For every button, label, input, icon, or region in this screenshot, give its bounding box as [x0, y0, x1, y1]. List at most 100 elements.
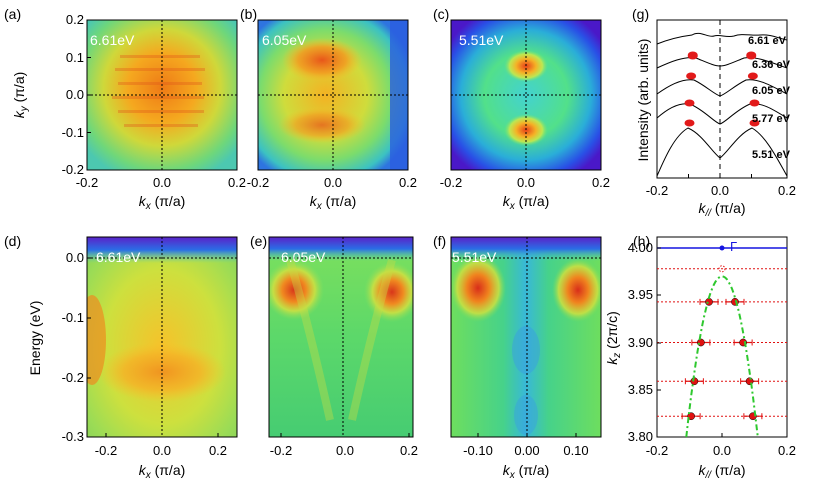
kx-c-tick-0: -0.2: [440, 175, 462, 190]
panel-a-texture: [112, 55, 205, 127]
energy-tick-3: -0.3: [62, 429, 84, 444]
edc-peak-marker: [687, 52, 698, 60]
edc-label-1: 6.36 eV: [752, 59, 791, 71]
panel-g: (g) 6.61 eV 6.36 eV 6.05 eV 5.77 eV 5.51…: [632, 6, 796, 219]
g-tick-2: 0.2: [778, 183, 796, 198]
panel-g-xticks: -0.2 0.0 0.2: [646, 174, 796, 198]
h-tick-2: 0.2: [778, 443, 796, 458]
ky-tick-2: 0.0: [66, 87, 84, 102]
panel-c-xticks: -0.2 0.0 0.2: [440, 175, 610, 190]
panel-f-energy: 5.51eV: [452, 249, 497, 265]
kx-e-tick-2: 0.2: [400, 443, 418, 458]
edc-peak-marker: [749, 119, 760, 127]
kx-e-tick-0: -0.2: [270, 443, 292, 458]
panel-g-ylabel: Intensity (arb. units): [635, 39, 651, 162]
kx-a-tick-0: -0.2: [76, 175, 98, 190]
panel-e-energy: 6.05eV: [281, 249, 326, 265]
kx-c-tick-1: 0.0: [517, 175, 535, 190]
kx-a-tick-2: 0.2: [228, 175, 246, 190]
kx-d-tick-0: -0.2: [95, 443, 117, 458]
kz-tick-1: 3.95: [628, 287, 653, 302]
panel-f: (f) 5.51eV -0.10 0.00 0.10 kx (π/a): [433, 233, 602, 481]
gamma-point: [719, 245, 725, 251]
panel-g-xlabel: k// (π/a): [698, 200, 745, 219]
kx-b-tick-2: 0.2: [399, 175, 417, 190]
edc-peak-marker: [686, 72, 697, 80]
kx-d-tick-1: 0.0: [153, 443, 171, 458]
panel-d-ylabel: Energy (eV): [27, 301, 43, 376]
edc-label-2: 6.05 eV: [752, 85, 791, 97]
panel-f-xlabel: kx (π/a): [503, 462, 550, 481]
g-tick-0: -0.2: [646, 183, 668, 198]
edc-peak-marker: [684, 99, 695, 107]
panel-c: (c) 5.51eV -0.2 0.0 0.2 kx (π/a): [433, 6, 610, 212]
energy-tick-2: -0.2: [62, 370, 84, 385]
panel-g-label: (g): [632, 6, 649, 22]
panel-b-energy: 6.05eV: [262, 32, 307, 48]
kz-tick-4: 3.80: [628, 429, 653, 444]
panel-d-energy: 6.61eV: [96, 249, 141, 265]
energy-tick-1: -0.1: [62, 310, 84, 325]
g-tick-1: 0.0: [711, 183, 729, 198]
energy-tick-0: 0.0: [66, 250, 84, 265]
edc-label-3: 5.77 eV: [752, 113, 791, 125]
edc-curve-6.61: [656, 32, 788, 45]
edc-curve-5.51: [656, 127, 788, 177]
edc-label-0: 6.61 eV: [748, 35, 787, 47]
kx-a-tick-1: 0.0: [153, 175, 171, 190]
panel-g-frame: [656, 19, 788, 179]
panel-h-xticks: -0.2 0.0 0.2: [646, 433, 796, 458]
kz-tick-2: 3.90: [628, 335, 653, 350]
panel-a: (a) 6.61eV 0.2 0.1 0.0 -0.1 -0.2 -0.2 0.…: [4, 6, 246, 212]
kx-f-tick-1: 0.00: [514, 443, 539, 458]
kx-b-tick-1: 0.0: [324, 175, 342, 190]
panel-e-xticks: -0.2 0.0 0.2: [270, 433, 418, 458]
panel-h-ylabel: kz (2π/c): [604, 311, 623, 365]
edc-peak-marker: [684, 119, 695, 127]
edc-peak-marker: [746, 52, 757, 60]
panel-f-xticks: -0.10 0.00 0.10: [463, 433, 589, 458]
panel-a-xticks: -0.2 0.0 0.2: [76, 175, 246, 190]
kx-f-tick-0: -0.10: [463, 443, 493, 458]
edc-label-4: 5.51 eV: [752, 149, 791, 161]
panel-a-xlabel: kx (π/a): [139, 193, 186, 212]
kz-point: [705, 298, 713, 306]
edc-curve-5.77: [656, 103, 788, 125]
panel-d-label: (d): [4, 233, 21, 249]
panel-f-label: (f): [433, 233, 446, 249]
h-tick-1: 0.0: [713, 443, 731, 458]
ky-tick-4: -0.2: [62, 162, 84, 177]
panel-c-xlabel: kx (π/a): [503, 193, 550, 212]
panel-c-energy: 5.51eV: [459, 32, 504, 48]
panel-d-xticks: -0.2 0.0 0.2: [95, 433, 227, 458]
ky-tick-1: 0.1: [66, 50, 84, 65]
parabolic-fit-curve: [685, 275, 759, 438]
kx-c-tick-2: 0.2: [592, 175, 610, 190]
kz-point: [718, 265, 726, 273]
panel-h-frame: [656, 236, 788, 438]
panel-h-label: (h): [633, 233, 650, 249]
panel-a-energy: 6.61eV: [90, 32, 135, 48]
ky-tick-0: 0.2: [66, 12, 84, 27]
kz-tick-0: 4.00: [628, 240, 653, 255]
panel-g-curve-labels: 6.61 eV 6.36 eV 6.05 eV 5.77 eV 5.51 eV: [748, 35, 791, 161]
panel-b-xticks: -0.2 0.0 0.2: [247, 175, 417, 190]
panel-a-label: (a): [4, 6, 21, 22]
kz-point: [697, 338, 705, 347]
edc-curve-6.05: [656, 79, 788, 97]
panel-d: (d) 6.61eV 0.0 -0.1 -0.2 -0.3 -0.2 0.0 0…: [4, 233, 238, 481]
kx-f-tick-2: 0.10: [563, 443, 588, 458]
edc-peak-marker: [749, 99, 760, 107]
h-tick-0: -0.2: [646, 443, 668, 458]
panel-e-label: (e): [250, 233, 267, 249]
panel-c-label: (c): [433, 6, 449, 22]
panel-a-yticks: 0.2 0.1 0.0 -0.1 -0.2: [62, 12, 91, 177]
panel-g-peaks: [684, 51, 760, 127]
panel-h-yticks: 4.00 3.95 3.90 3.85 3.80: [628, 240, 661, 444]
panel-h-xlabel: k// (π/a): [698, 462, 745, 481]
panel-h: (h) Γ 4.00 3.95 3.90 3.85 3.80 -0.2 0.0 …: [604, 233, 796, 481]
gamma-label: Γ: [730, 239, 737, 254]
panel-h-data: [657, 245, 787, 438]
ky-tick-3: -0.1: [62, 125, 84, 140]
panel-e: (e) 6.05eV -0.2 0.0 0.2: [250, 233, 418, 458]
